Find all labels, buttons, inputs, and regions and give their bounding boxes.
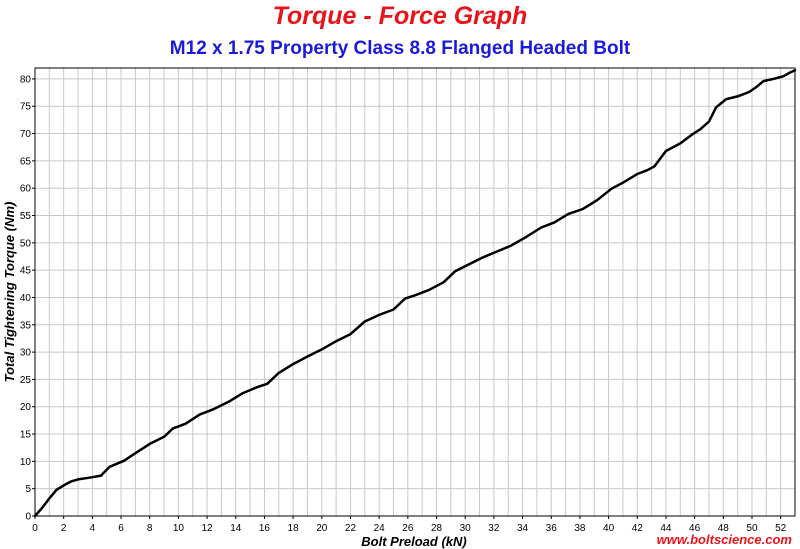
plot-area (33, 68, 797, 518)
y-tick-label: 15 (20, 430, 32, 441)
x-tick-label: 34 (517, 523, 529, 534)
x-tick-label: 18 (288, 523, 300, 534)
tick-labels: 0 2 4 6 8 10 12 14 16 18 20 22 24 26 28 30 32 34 36 38 40 42 4… (20, 74, 787, 534)
x-tick-label: 48 (718, 523, 730, 534)
x-tick-label: 0 (32, 523, 38, 534)
y-tick-label: 65 (20, 156, 32, 167)
x-tick-label: 14 (230, 523, 242, 534)
x-tick-label: 6 (118, 523, 124, 534)
y-tick-label: 30 (20, 348, 32, 359)
x-tick-label: 24 (374, 523, 386, 534)
y-tick-label: 45 (20, 266, 32, 277)
plot-frame (34, 67, 796, 517)
x-tick-label: 52 (775, 523, 787, 534)
chart-title: Torque - Force Graph (272, 2, 528, 30)
grid-lines (34, 67, 796, 517)
y-tick-label: 0 (25, 512, 31, 523)
y-tick-label: 80 (20, 74, 32, 85)
x-tick-label: 30 (460, 523, 472, 534)
y-tick-label: 50 (20, 238, 32, 249)
y-tick-label: 35 (20, 320, 32, 331)
x-tick-label: 8 (147, 523, 153, 534)
x-tick-label: 10 (173, 523, 185, 534)
y-tick-label: 25 (20, 375, 32, 386)
x-tick-label: 4 (90, 523, 96, 534)
x-tick-label: 22 (345, 523, 357, 534)
x-tick-label: 2 (61, 523, 67, 534)
x-axis-label: Bolt Preload (kN) (361, 534, 466, 549)
x-tick-label: 46 (689, 523, 701, 534)
x-tick-label: 40 (603, 523, 615, 534)
y-tick-label: 40 (20, 293, 32, 304)
x-tick-label: 20 (316, 523, 328, 534)
y-tick-label: 60 (20, 184, 32, 195)
y-tick-label: 70 (20, 129, 32, 140)
y-axis-label: Total Tightening Torque (Nm) (2, 202, 17, 383)
series-line (33, 68, 797, 518)
x-tick-label: 26 (402, 523, 414, 534)
x-tick-label: 28 (431, 523, 443, 534)
y-tick-label: 5 (25, 484, 31, 495)
x-tick-label: 50 (746, 523, 758, 534)
x-tick-label: 16 (259, 523, 271, 534)
x-tick-label: 12 (202, 523, 214, 534)
x-tick-label: 36 (546, 523, 558, 534)
x-tick-label: 32 (488, 523, 500, 534)
x-tick-label: 42 (632, 523, 644, 534)
y-tick-label: 10 (20, 457, 32, 468)
x-tick-label: 38 (574, 523, 586, 534)
y-tick-label: 75 (20, 102, 32, 113)
x-tick-label: 44 (660, 523, 672, 534)
y-tick-label: 55 (20, 211, 32, 222)
y-tick-label: 20 (20, 402, 32, 413)
watermark-text: www.boltscience.com (656, 532, 792, 547)
chart-subtitle: M12 x 1.75 Property Class 8.8 Flanged He… (169, 38, 631, 59)
